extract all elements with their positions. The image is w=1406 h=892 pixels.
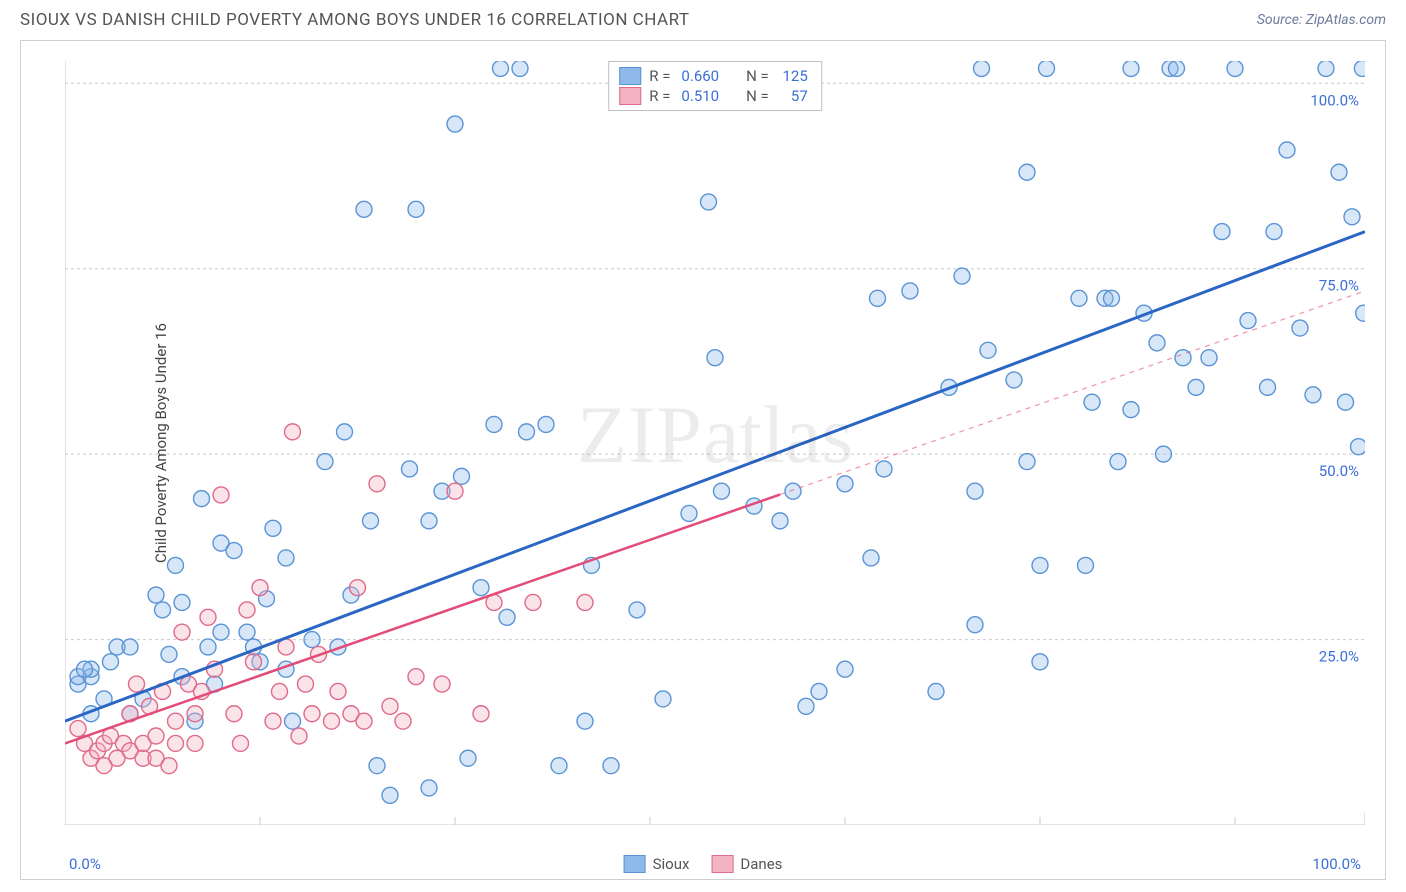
legend-series-label: Sioux (653, 855, 690, 873)
legend-n-label: N = (746, 67, 769, 85)
svg-text:75.0%: 75.0% (1319, 277, 1359, 295)
legend-r-label: R = (649, 87, 670, 105)
legend-swatch (711, 855, 733, 873)
series-legend: Sioux Danes (624, 855, 783, 873)
legend-swatch (619, 67, 641, 85)
svg-text:100.0%: 100.0% (1310, 91, 1359, 109)
legend-r-value: 0.510 (678, 87, 722, 105)
x-axis-max-label: 100.0% (1312, 855, 1361, 873)
legend-swatch (624, 855, 646, 873)
x-axis-min-label: 0.0% (69, 855, 101, 873)
source-name: ZipAtlas.com (1306, 12, 1386, 28)
legend-series-label: Danes (740, 855, 782, 873)
chart-header: SIOUX VS DANISH CHILD POVERTY AMONG BOYS… (0, 0, 1406, 36)
legend-n-value: 57 (777, 87, 811, 105)
legend-n-label: N = (746, 87, 769, 105)
legend-r-label: R = (649, 67, 670, 85)
scatter-plot-svg: 25.0% 50.0% 75.0% 100.0% (65, 61, 1365, 825)
legend-correlation-row: R = 0.510 N = 57 (619, 86, 811, 106)
legend-series-item: Danes (711, 855, 782, 873)
svg-text:25.0%: 25.0% (1319, 648, 1359, 666)
svg-text:50.0%: 50.0% (1319, 462, 1359, 480)
source-label: Source: (1257, 12, 1306, 28)
legend-correlation-row: R = 0.660 N = 125 (619, 66, 811, 86)
plot-area: Child Poverty Among Boys Under 16 25.0% 5… (65, 61, 1365, 825)
legend-n-value: 125 (777, 67, 811, 85)
legend-swatch (619, 87, 641, 105)
chart-container: Child Poverty Among Boys Under 16 25.0% 5… (20, 40, 1386, 880)
chart-title: SIOUX VS DANISH CHILD POVERTY AMONG BOYS… (20, 10, 690, 30)
legend-series-item: Sioux (624, 855, 690, 873)
source-credit: Source: ZipAtlas.com (1257, 12, 1386, 28)
legend-r-value: 0.660 (678, 67, 722, 85)
correlation-legend: R = 0.660 N = 125 R = 0.510 N = 57 (608, 61, 822, 111)
y-axis-label: Child Poverty Among Boys Under 16 (152, 323, 170, 563)
